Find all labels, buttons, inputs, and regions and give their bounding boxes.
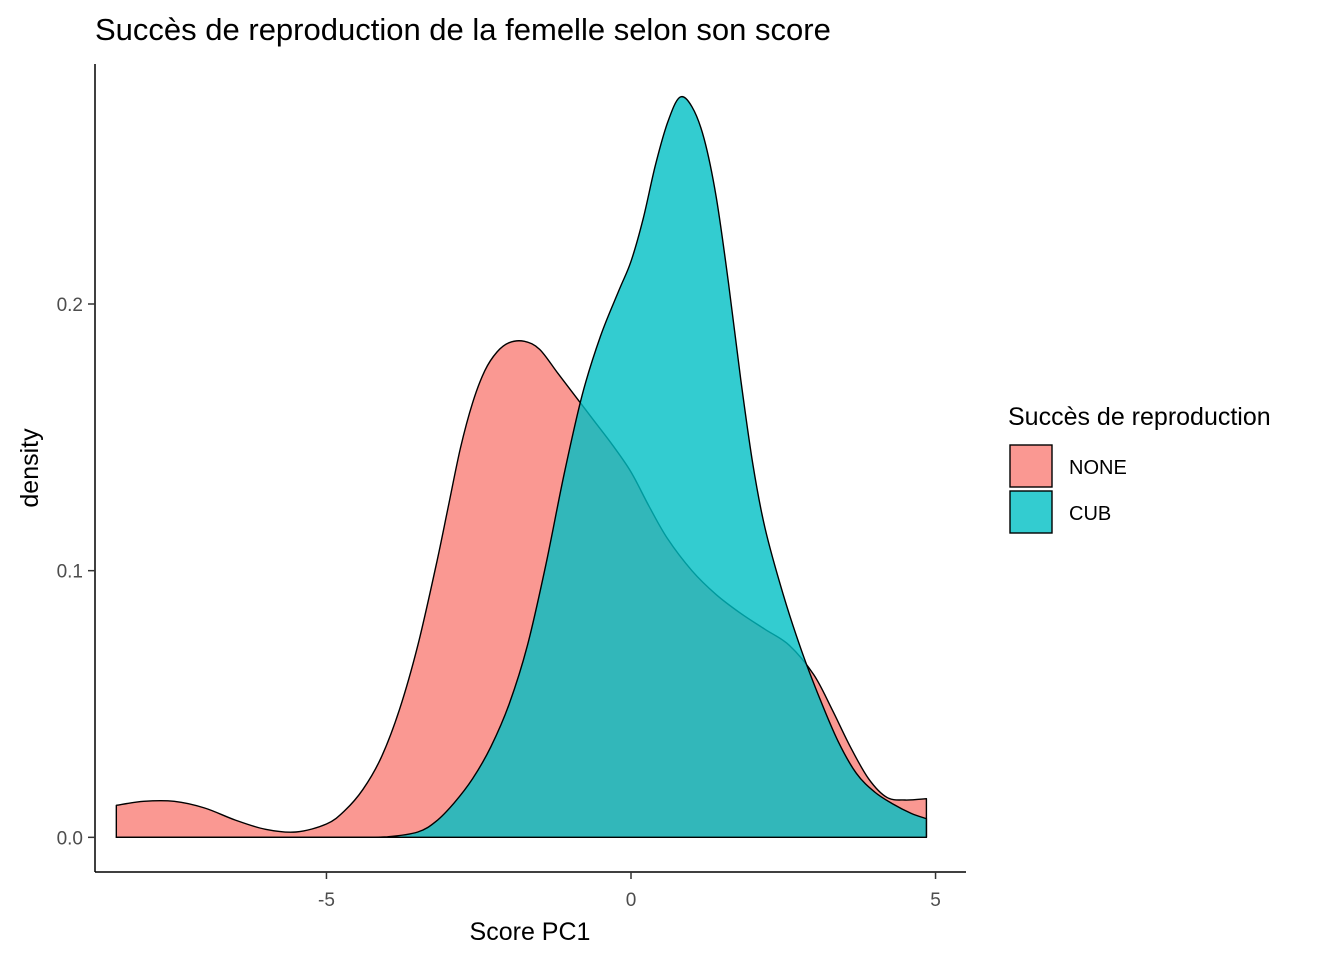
x-tick-label: 5: [930, 890, 941, 911]
legend-key-none: [1009, 444, 1053, 488]
y-axis-title: density: [16, 428, 44, 508]
legend: Succès de reproduction NONE CUB: [1008, 403, 1271, 534]
x-tick-label: -5: [318, 890, 335, 911]
x-tick-label: 0: [626, 890, 637, 911]
y-axis-ticks: 0.0 0.1 0.2: [57, 295, 95, 849]
legend-label-cub: CUB: [1069, 503, 1111, 525]
y-tick-label: 0.1: [57, 562, 83, 583]
legend-label-none: NONE: [1069, 457, 1127, 479]
plot-panel: [115, 95, 928, 839]
y-tick-label: 0.2: [57, 295, 83, 316]
x-axis-title: Score PC1: [470, 918, 591, 946]
legend-key-cub: [1009, 490, 1053, 534]
legend-title: Succès de reproduction: [1008, 403, 1271, 431]
y-tick-label: 0.0: [57, 828, 83, 849]
density-area-cub: [115, 95, 928, 839]
chart-title: Succès de reproduction de la femelle sel…: [95, 12, 831, 47]
x-axis-ticks: -5 0 5: [318, 872, 941, 911]
